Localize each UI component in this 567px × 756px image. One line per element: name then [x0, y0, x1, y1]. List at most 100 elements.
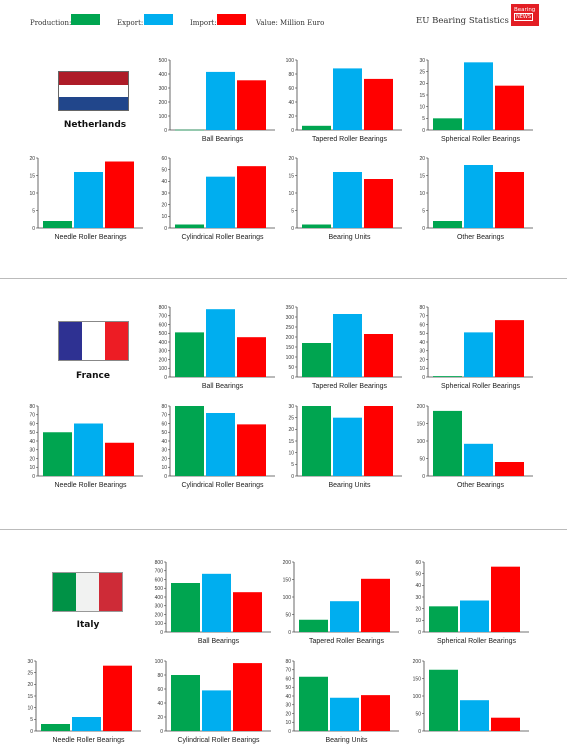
y-tick-label: 700 — [155, 569, 164, 575]
bar-production — [302, 343, 331, 377]
legend: Production: Export: Import: — [30, 13, 330, 33]
chart-title: Tapered Roller Bearings — [312, 136, 388, 143]
y-tick-label: 100 — [417, 439, 426, 445]
legend-production-label: Production: — [30, 19, 72, 27]
bar-production — [41, 724, 70, 731]
y-tick-label: 300 — [286, 315, 295, 321]
y-tick-label: 30 — [288, 404, 294, 410]
y-tick-label: 0 — [422, 375, 425, 381]
y-tick-label: 200 — [413, 659, 422, 665]
bar-production — [302, 406, 331, 476]
bar-import — [105, 442, 134, 476]
bar-export — [464, 443, 493, 476]
bar-production — [171, 583, 200, 632]
y-tick-label: 0 — [291, 375, 294, 381]
bar-chart: 0 10 20 30 40 50 60 70 80 Cylindrical Roller Bear… — [161, 404, 275, 489]
y-tick-label: 100 — [283, 595, 292, 601]
bar-chart: 0 10 20 30 40 50 60 70 80 Bearing Units — [285, 659, 399, 744]
y-tick-label: 200 — [417, 404, 426, 410]
y-tick-label: 0 — [422, 226, 425, 232]
chart-title: Tapered Roller Bearings — [312, 383, 388, 390]
y-tick-label: 10 — [161, 465, 167, 471]
bar-import — [237, 337, 266, 377]
bar-chart: 0 10 20 30 40 50 60 70 80 Needle Roller Bearings — [29, 404, 143, 489]
y-tick-label: 300 — [155, 604, 164, 610]
y-tick-label: 10 — [29, 191, 35, 197]
y-tick-label: 0 — [30, 729, 33, 735]
y-tick-label: 25 — [27, 670, 33, 676]
bar-chart: 0 100 200 300 400 500 600 700 800 Ball Bearings — [155, 560, 271, 645]
bar-chart: 0 5 10 15 20 Bearing Units — [288, 156, 402, 241]
y-tick-label: 0 — [160, 630, 163, 636]
y-tick-label: 150 — [283, 577, 292, 583]
bar-production — [302, 125, 331, 130]
y-tick-label: 10 — [161, 214, 167, 220]
y-tick-label: 10 — [288, 191, 294, 197]
bar-chart: 0 50 100 150 200 Tapered Roller Bearings — [283, 560, 399, 645]
bar-production — [175, 224, 204, 228]
bar-export — [202, 573, 231, 632]
y-tick-label: 20 — [288, 427, 294, 433]
bar-production — [175, 332, 204, 377]
bar-export — [464, 62, 493, 131]
y-tick-label: 50 — [415, 571, 421, 577]
y-tick-label: 0 — [291, 474, 294, 480]
y-tick-label: 60 — [161, 421, 167, 427]
bar-export — [72, 717, 101, 731]
y-tick-label: 350 — [286, 305, 295, 311]
y-tick-label: 200 — [159, 100, 168, 106]
bar-chart: 0 5 10 15 20 Other Bearings — [419, 156, 533, 241]
y-tick-label: 50 — [29, 430, 35, 436]
bar-import — [491, 717, 520, 731]
chart-title: Cylindrical Roller Bearings — [181, 482, 264, 489]
bar-import — [361, 578, 390, 632]
y-tick-label: 60 — [285, 676, 291, 682]
y-tick-label: 10 — [288, 450, 294, 456]
y-tick-label: 50 — [419, 456, 425, 462]
y-tick-label: 70 — [161, 413, 167, 419]
country-name-italy: Italy — [76, 620, 100, 630]
chart-title: Cylindrical Roller Bearings — [177, 737, 260, 744]
legend-export-swatch — [144, 14, 173, 25]
bar-import — [491, 566, 520, 632]
y-tick-label: 80 — [157, 673, 163, 679]
bar-chart: 0 100 200 300 400 500 600 700 800 Ball Bearings — [159, 305, 275, 390]
y-tick-label: 40 — [29, 439, 35, 445]
italy-flag — [52, 572, 123, 612]
y-tick-label: 70 — [285, 668, 291, 674]
y-tick-label: 250 — [286, 325, 295, 331]
bar-export — [333, 68, 362, 130]
legend-import-label: Import: — [190, 19, 217, 27]
y-tick-label: 0 — [164, 226, 167, 232]
y-tick-label: 30 — [285, 703, 291, 709]
bar-chart: 0 5 10 15 20 25 30 Spherical Roller Bearings — [419, 58, 533, 143]
flag-stripe-white — [59, 84, 128, 98]
y-tick-label: 0 — [422, 474, 425, 480]
bar-production — [175, 129, 204, 131]
logo-line2: NEWS — [514, 13, 534, 21]
y-tick-label: 200 — [159, 357, 168, 363]
chart-title: Cylindrical Roller Bearings — [181, 234, 264, 241]
chart-title: Other Bearings — [457, 234, 505, 241]
country-name-france: France — [76, 371, 110, 381]
y-tick-label: 5 — [32, 208, 35, 214]
bar-production — [171, 675, 200, 731]
chart-title: Ball Bearings — [202, 136, 244, 143]
y-tick-label: 10 — [419, 366, 425, 372]
y-tick-label: 0 — [32, 226, 35, 232]
bar-production — [299, 676, 328, 731]
flag-stripe-white — [76, 573, 99, 611]
value-unit-note: Value: Million Euro — [256, 19, 325, 27]
y-tick-label: 15 — [288, 173, 294, 179]
y-tick-label: 400 — [159, 72, 168, 78]
y-tick-label: 100 — [159, 114, 168, 120]
bar-production — [429, 606, 458, 632]
bar-production — [429, 669, 458, 731]
y-tick-label: 0 — [160, 729, 163, 735]
y-tick-label: 100 — [159, 366, 168, 372]
flag-stripe-red — [99, 573, 122, 611]
y-tick-label: 60 — [29, 421, 35, 427]
y-tick-label: 100 — [155, 621, 164, 627]
bar-export — [74, 172, 103, 228]
flag-stripe-green — [53, 573, 76, 611]
